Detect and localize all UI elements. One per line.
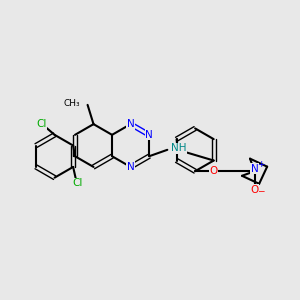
- Text: Cl: Cl: [72, 178, 83, 188]
- Text: O: O: [250, 184, 259, 195]
- Text: Cl: Cl: [36, 119, 46, 129]
- Text: CH₃: CH₃: [64, 99, 80, 108]
- Text: N: N: [145, 130, 153, 140]
- Text: −: −: [257, 187, 265, 196]
- Text: +: +: [257, 160, 265, 169]
- Text: NH: NH: [171, 143, 186, 153]
- Text: N: N: [127, 162, 134, 172]
- Text: N: N: [251, 164, 259, 174]
- Text: O: O: [209, 166, 218, 176]
- Text: N: N: [127, 119, 134, 129]
